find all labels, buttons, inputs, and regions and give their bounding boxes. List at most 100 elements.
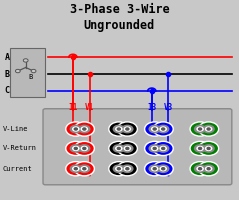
Circle shape	[109, 122, 129, 136]
Circle shape	[124, 146, 131, 151]
Circle shape	[74, 168, 77, 170]
Circle shape	[83, 168, 86, 170]
Text: Ungrounded: Ungrounded	[84, 19, 155, 32]
Circle shape	[81, 166, 88, 171]
Circle shape	[190, 122, 210, 136]
Circle shape	[117, 168, 120, 170]
Circle shape	[78, 144, 91, 153]
Circle shape	[126, 128, 129, 130]
Circle shape	[153, 162, 173, 176]
Circle shape	[83, 128, 86, 130]
Text: B: B	[29, 74, 33, 80]
Circle shape	[199, 128, 201, 130]
Circle shape	[113, 125, 125, 133]
Circle shape	[109, 141, 129, 156]
Circle shape	[66, 141, 86, 156]
Circle shape	[148, 144, 161, 153]
Circle shape	[81, 126, 88, 132]
Circle shape	[70, 144, 82, 153]
Circle shape	[66, 122, 86, 136]
Circle shape	[70, 164, 82, 173]
Circle shape	[205, 126, 212, 132]
Circle shape	[199, 122, 219, 136]
Circle shape	[117, 141, 137, 156]
Circle shape	[153, 128, 156, 130]
Circle shape	[153, 122, 173, 136]
Circle shape	[196, 146, 204, 151]
Circle shape	[153, 147, 156, 150]
Text: Current: Current	[2, 166, 32, 172]
Circle shape	[194, 125, 206, 133]
Circle shape	[115, 146, 123, 151]
Circle shape	[153, 141, 173, 156]
Text: I1: I1	[68, 103, 77, 112]
Circle shape	[157, 144, 169, 153]
Bar	[10, 48, 45, 97]
Circle shape	[194, 164, 206, 173]
Circle shape	[121, 144, 134, 153]
Circle shape	[126, 168, 129, 170]
Text: V1: V1	[85, 103, 94, 112]
Circle shape	[153, 168, 156, 170]
Circle shape	[148, 164, 161, 173]
Circle shape	[196, 166, 204, 171]
Circle shape	[202, 125, 215, 133]
Circle shape	[151, 126, 158, 132]
Circle shape	[151, 146, 158, 151]
Circle shape	[117, 147, 120, 150]
Circle shape	[66, 162, 86, 176]
Circle shape	[74, 122, 94, 136]
Circle shape	[196, 126, 204, 132]
Circle shape	[121, 164, 134, 173]
Circle shape	[199, 141, 219, 156]
Circle shape	[157, 125, 169, 133]
Circle shape	[81, 146, 88, 151]
Text: I3: I3	[147, 103, 156, 112]
Circle shape	[148, 125, 161, 133]
Circle shape	[159, 166, 167, 171]
Circle shape	[109, 162, 129, 176]
Text: V-Return: V-Return	[2, 145, 36, 151]
Circle shape	[157, 164, 169, 173]
Circle shape	[115, 166, 123, 171]
Circle shape	[202, 144, 215, 153]
FancyBboxPatch shape	[43, 109, 232, 185]
Circle shape	[205, 146, 212, 151]
Circle shape	[151, 166, 158, 171]
Text: A: A	[5, 53, 10, 62]
Circle shape	[159, 146, 167, 151]
Circle shape	[207, 128, 210, 130]
Text: B: B	[5, 70, 10, 79]
Circle shape	[70, 125, 82, 133]
Circle shape	[117, 128, 120, 130]
Circle shape	[16, 69, 20, 73]
Circle shape	[162, 168, 165, 170]
Circle shape	[74, 147, 77, 150]
Circle shape	[121, 125, 134, 133]
Circle shape	[205, 166, 212, 171]
Circle shape	[83, 147, 86, 150]
Circle shape	[207, 168, 210, 170]
Circle shape	[162, 128, 165, 130]
Text: V3: V3	[164, 103, 173, 112]
Circle shape	[207, 147, 210, 150]
Circle shape	[72, 126, 80, 132]
Circle shape	[113, 164, 125, 173]
Circle shape	[74, 162, 94, 176]
Text: 3-Phase 3-Wire: 3-Phase 3-Wire	[70, 3, 169, 16]
Circle shape	[199, 162, 219, 176]
Circle shape	[162, 147, 165, 150]
Circle shape	[190, 141, 210, 156]
Text: C: C	[5, 86, 10, 95]
Circle shape	[115, 126, 123, 132]
Text: V-Line: V-Line	[2, 126, 28, 132]
Circle shape	[117, 122, 137, 136]
Circle shape	[126, 147, 129, 150]
Circle shape	[124, 126, 131, 132]
Circle shape	[78, 125, 91, 133]
Circle shape	[74, 141, 94, 156]
Circle shape	[145, 122, 165, 136]
Circle shape	[145, 162, 165, 176]
Circle shape	[124, 166, 131, 171]
Circle shape	[72, 166, 80, 171]
